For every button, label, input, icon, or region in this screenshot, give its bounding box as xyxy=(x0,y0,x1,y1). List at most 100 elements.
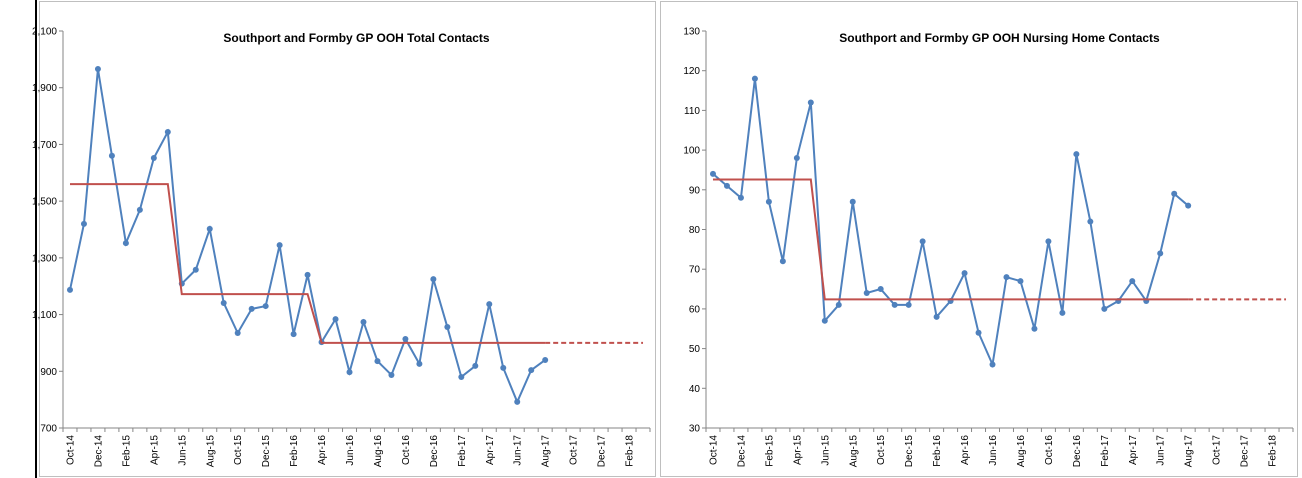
series-line xyxy=(69,183,546,344)
data-point xyxy=(1031,325,1038,332)
x-tick-label: Dec-14 xyxy=(736,435,747,468)
x-tick-label: Jun-16 xyxy=(345,435,356,466)
data-point xyxy=(1003,274,1010,281)
data-point xyxy=(863,290,870,297)
data-point xyxy=(542,356,549,363)
x-tick-label: Aug-16 xyxy=(373,435,384,468)
y-tick-label: 2,100 xyxy=(32,27,57,38)
series-line xyxy=(69,68,546,405)
data-point xyxy=(933,313,940,320)
data-point xyxy=(514,398,521,405)
x-tick-label: Feb-16 xyxy=(932,435,943,467)
data-point xyxy=(877,286,884,293)
data-point xyxy=(108,152,115,159)
data-point xyxy=(1101,305,1108,312)
x-tick-label: Oct-17 xyxy=(569,435,580,465)
x-tick-label: Jun-15 xyxy=(177,435,188,466)
x-tick-label: Feb-18 xyxy=(625,435,636,467)
x-tick-label: Apr-16 xyxy=(317,435,328,465)
data-point xyxy=(416,360,423,367)
data-point xyxy=(849,198,856,205)
data-point xyxy=(430,276,437,283)
data-point xyxy=(807,99,814,106)
x-tick-label: Dec-16 xyxy=(1072,435,1083,468)
y-tick-label: 1,900 xyxy=(32,83,57,94)
data-point xyxy=(919,238,926,245)
x-tick-label: Feb-18 xyxy=(1268,435,1279,467)
data-point xyxy=(500,364,507,371)
data-point xyxy=(346,369,353,376)
x-tick-label: Aug-15 xyxy=(205,435,216,468)
data-point xyxy=(765,198,772,205)
panel-border xyxy=(39,1,656,477)
data-point xyxy=(458,373,465,380)
chart-title: Southport and Formby GP OOH Total Contac… xyxy=(223,31,490,45)
data-point xyxy=(80,220,87,227)
x-tick-label: Aug-15 xyxy=(848,435,859,468)
data-point xyxy=(989,361,996,368)
y-tick-label: 90 xyxy=(689,185,701,196)
data-point xyxy=(793,155,800,162)
data-point xyxy=(737,194,744,201)
data-point xyxy=(1185,202,1192,209)
y-tick-label: 1,100 xyxy=(32,310,57,321)
x-tick-label: Oct-15 xyxy=(233,435,244,465)
x-tick-label: Aug-17 xyxy=(541,435,552,468)
data-point xyxy=(276,242,283,249)
panel-border xyxy=(660,1,1298,477)
y-tick-label: 110 xyxy=(684,106,700,117)
data-point xyxy=(961,270,968,277)
x-tick-label: Apr-17 xyxy=(1128,435,1139,465)
x-tick-label: Dec-15 xyxy=(904,435,915,468)
y-tick-label: 30 xyxy=(689,424,701,435)
data-point xyxy=(905,301,912,308)
data-point xyxy=(709,170,716,177)
data-point xyxy=(1157,250,1164,257)
x-tick-label: Oct-14 xyxy=(708,435,719,465)
x-tick-label: Oct-15 xyxy=(876,435,887,465)
x-tick-label: Jun-15 xyxy=(820,435,831,466)
data-point xyxy=(360,318,367,325)
data-point xyxy=(1073,151,1080,158)
x-tick-label: Oct-16 xyxy=(1044,435,1055,465)
x-tick-label: Aug-16 xyxy=(1016,435,1027,468)
x-tick-label: Feb-15 xyxy=(764,435,775,467)
x-tick-label: Feb-17 xyxy=(457,435,468,467)
data-point xyxy=(751,75,758,82)
data-point xyxy=(248,305,255,312)
y-tick-label: 1,300 xyxy=(32,253,57,264)
data-point xyxy=(1045,238,1052,245)
data-point xyxy=(136,206,143,213)
data-point xyxy=(220,299,227,306)
x-tick-label: Dec-14 xyxy=(93,435,104,468)
x-tick-label: Jun-16 xyxy=(988,435,999,466)
x-tick-label: Oct-16 xyxy=(401,435,412,465)
data-point xyxy=(1017,278,1024,285)
data-point xyxy=(234,330,241,337)
data-point xyxy=(779,258,786,265)
x-tick-label: Feb-17 xyxy=(1100,435,1111,467)
data-point xyxy=(1087,218,1094,225)
data-point xyxy=(304,271,311,278)
x-tick-label: Apr-15 xyxy=(792,435,803,465)
data-point xyxy=(1129,278,1136,285)
y-tick-label: 120 xyxy=(683,66,700,77)
data-point xyxy=(388,371,395,378)
x-tick-label: Jun-17 xyxy=(513,435,524,466)
x-tick-label: Dec-15 xyxy=(261,435,272,468)
y-tick-label: 1,700 xyxy=(32,140,57,151)
y-tick-label: 50 xyxy=(689,344,701,355)
data-point xyxy=(66,286,73,293)
y-tick-label: 900 xyxy=(40,367,57,378)
x-tick-label: Dec-16 xyxy=(429,435,440,468)
data-point xyxy=(262,303,269,310)
x-tick-label: Oct-14 xyxy=(65,435,76,465)
x-tick-label: Feb-15 xyxy=(121,435,132,467)
y-tick-label: 80 xyxy=(689,225,701,236)
y-tick-label: 700 xyxy=(40,424,57,435)
data-point xyxy=(192,266,199,273)
x-tick-label: Apr-17 xyxy=(485,435,496,465)
data-point xyxy=(290,331,297,338)
x-tick-label: Dec-17 xyxy=(597,435,608,468)
